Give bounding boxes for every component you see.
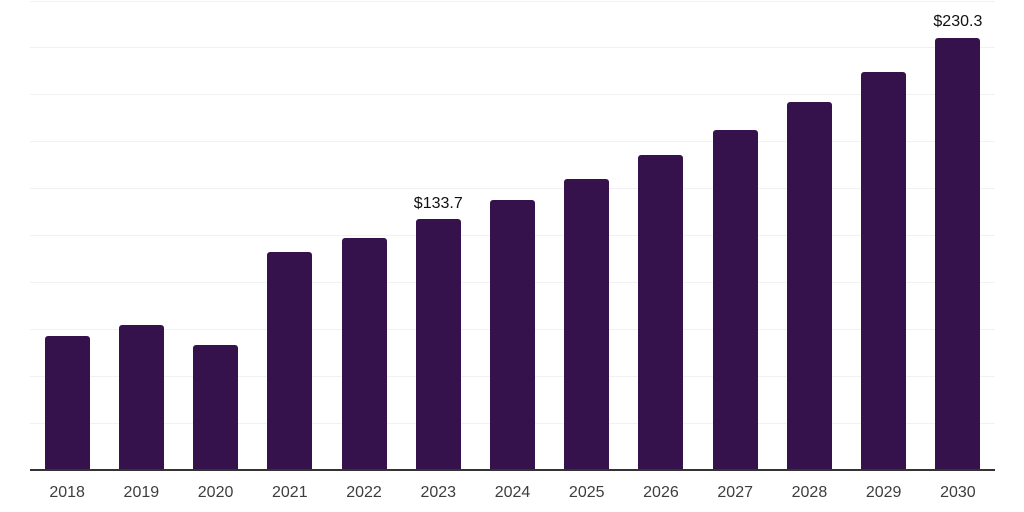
- bar-2021: [267, 252, 313, 470]
- bar-2024: [490, 199, 535, 470]
- x-tick-label-2025: 2025: [568, 484, 605, 501]
- x-tick-label-2024: 2024: [494, 484, 531, 501]
- x-tick-label-2023: 2023: [420, 484, 457, 501]
- bar-2028: [786, 101, 832, 470]
- x-tick-label-2027: 2027: [717, 484, 753, 501]
- bar-2026: [638, 155, 684, 470]
- gridline: [30, 188, 995, 190]
- x-tick-label-2026: 2026: [643, 484, 679, 501]
- x-axis-labels: 2018 2019 2020 2021 2022 2023 2024 2025 2026 2027…: [30, 484, 995, 506]
- x-tick-label-2020: 2020: [197, 484, 234, 501]
- bar-2029: [861, 71, 907, 470]
- bars: $133.7 $230.3: [30, 0, 995, 470]
- x-tick-label-2028: 2028: [791, 484, 828, 501]
- x-axis-line: [30, 469, 995, 471]
- bar-2030: [935, 37, 981, 470]
- bar-2020: [193, 345, 239, 470]
- bar-2027: [712, 130, 758, 470]
- plot-area: $133.7 $230.3: [30, 0, 995, 471]
- bar-2023: [415, 219, 461, 470]
- x-tick-label-2021: 2021: [272, 484, 308, 501]
- bar-value-label-2030: $230.3: [933, 13, 983, 31]
- x-tick-label-2018: 2018: [49, 484, 85, 501]
- bar-value-label-2023: $133.7: [413, 194, 463, 212]
- gridline: [30, 0, 995, 2]
- x-tick-label-2022: 2022: [346, 484, 382, 501]
- bar-2019: [118, 324, 164, 470]
- x-tick-label-2019: 2019: [123, 484, 160, 501]
- gridline: [30, 94, 995, 96]
- bar-2025: [564, 179, 610, 470]
- gridline: [30, 47, 995, 49]
- x-tick-label-2030: 2030: [940, 484, 976, 501]
- bar-2018: [44, 336, 90, 470]
- bar-2022: [341, 237, 387, 470]
- x-tick-label-2029: 2029: [865, 484, 902, 501]
- gridline: [30, 141, 995, 143]
